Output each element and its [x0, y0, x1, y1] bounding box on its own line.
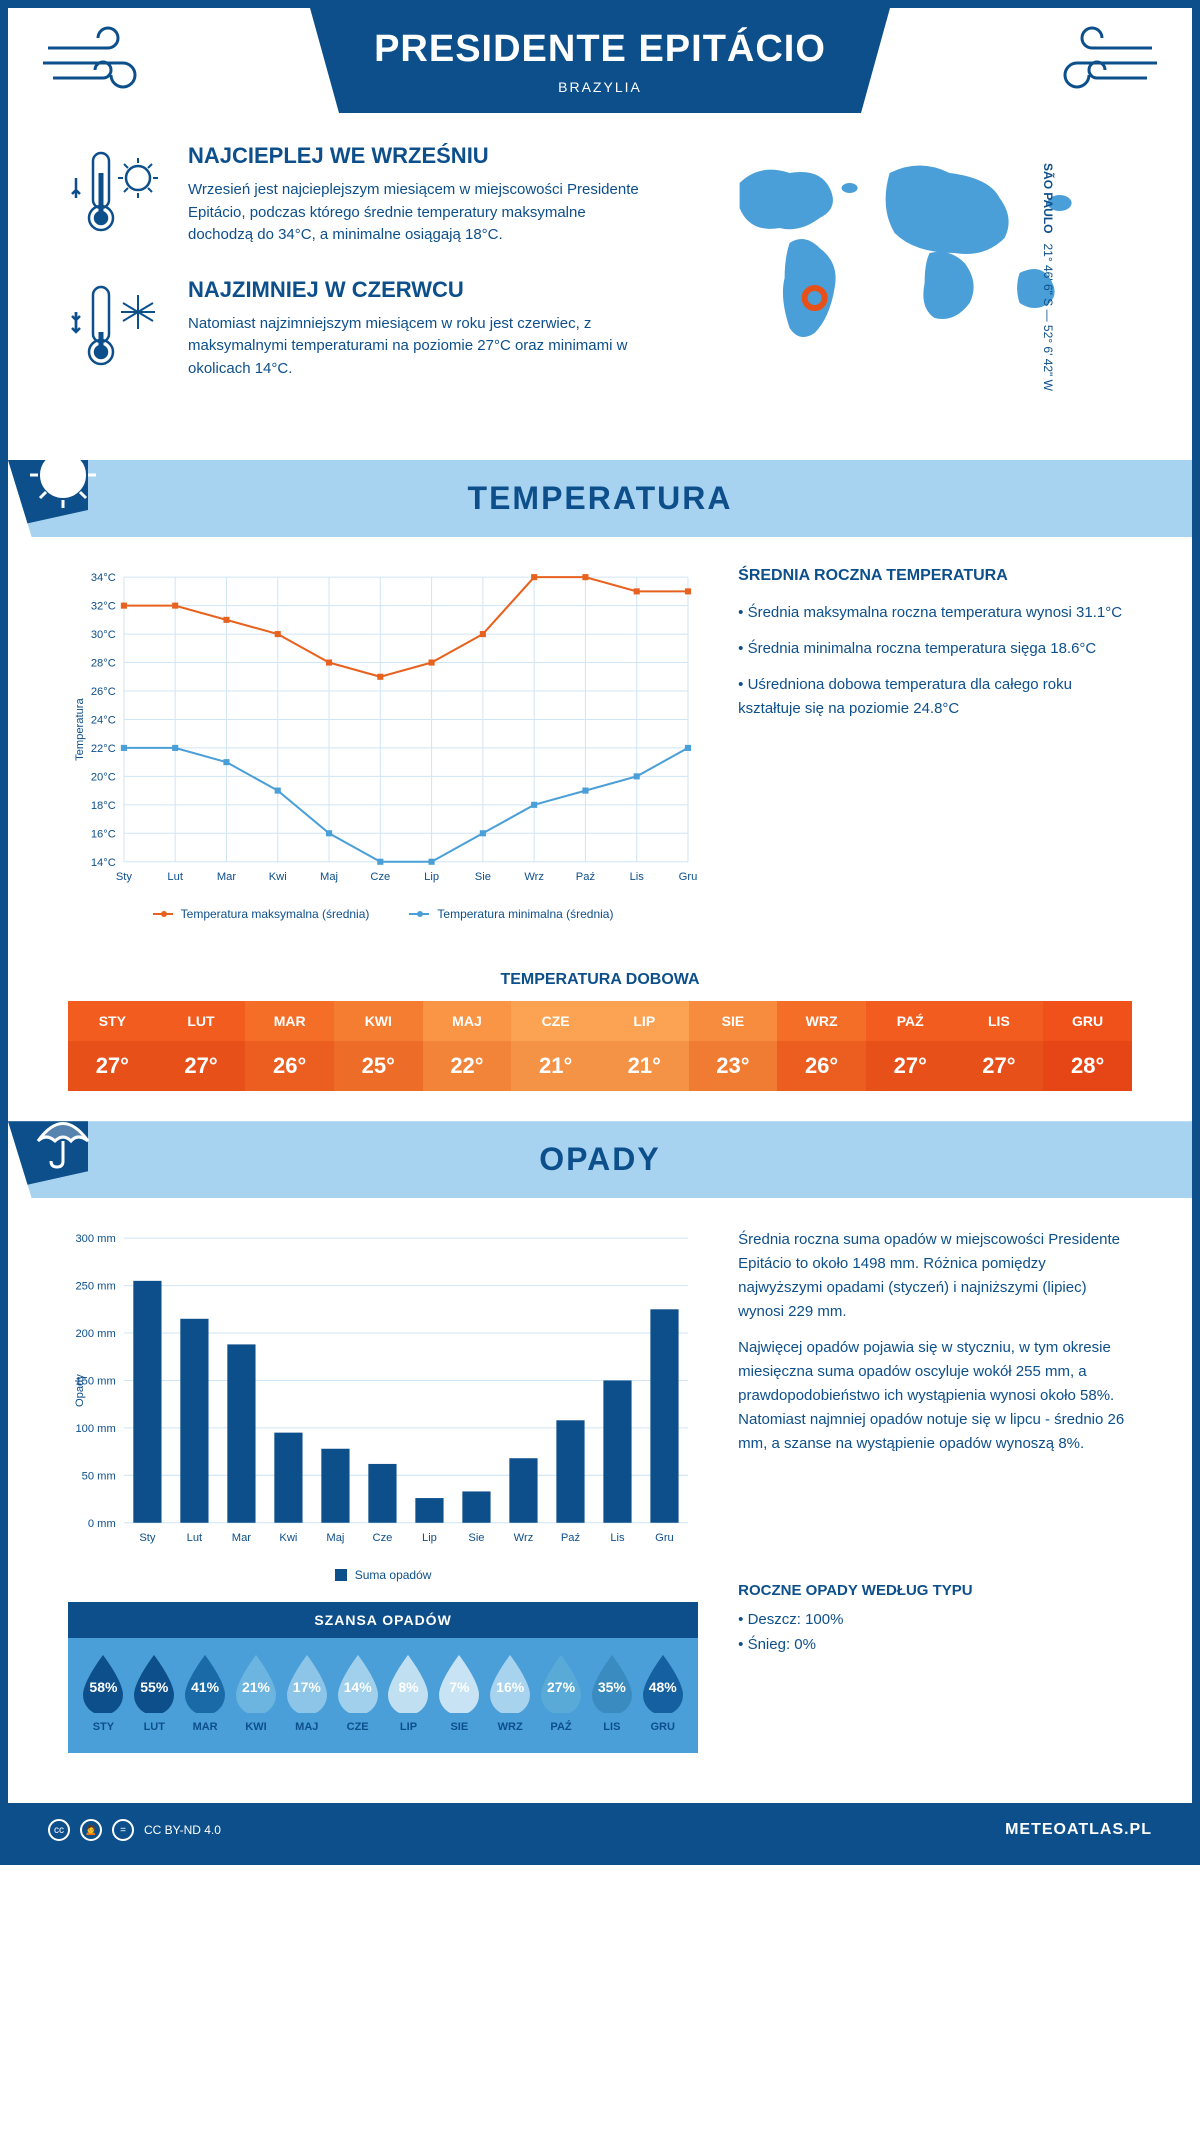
- rain-chance-drop: 48%GRU: [638, 1653, 688, 1733]
- avg-temp-b1: • Średnia maksymalna roczna temperatura …: [738, 601, 1132, 625]
- svg-text:300 mm: 300 mm: [75, 1233, 115, 1245]
- rain-text-2: Najwięcej opadów pojawia się w styczniu,…: [738, 1336, 1132, 1456]
- hottest-text: Wrzesień jest najcieplejszym miesiącem w…: [188, 179, 647, 247]
- page-header: PRESIDENTE EPITÁCIO BRAZYLIA: [310, 8, 890, 113]
- rain-chance-drop: 8%LIP: [383, 1653, 433, 1733]
- svg-text:32°C: 32°C: [91, 601, 116, 613]
- svg-text:Sie: Sie: [475, 871, 491, 883]
- svg-text:Sty: Sty: [139, 1532, 156, 1544]
- rain-chart: 0 mm50 mm100 mm150 mm200 mm250 mm300 mmS…: [68, 1228, 698, 1553]
- cc-icon: cc: [48, 1819, 70, 1841]
- svg-text:28°C: 28°C: [91, 658, 116, 670]
- svg-text:14°C: 14°C: [91, 857, 116, 869]
- svg-text:Mar: Mar: [232, 1532, 251, 1544]
- sun-icon: [28, 440, 98, 510]
- daily-temp-title: TEMPERATURA DOBOWA: [8, 971, 1192, 989]
- rain-chance-drop: 55%LUT: [129, 1653, 179, 1733]
- rain-legend: Suma opadów: [68, 1568, 698, 1582]
- svg-text:Lut: Lut: [167, 871, 183, 883]
- svg-text:Lip: Lip: [424, 871, 439, 883]
- country-subtitle: BRAZYLIA: [310, 79, 890, 95]
- svg-text:Cze: Cze: [370, 871, 390, 883]
- svg-text:100 mm: 100 mm: [75, 1423, 115, 1435]
- svg-text:Paź: Paź: [576, 871, 596, 883]
- svg-text:Sie: Sie: [468, 1532, 484, 1544]
- svg-text:Kwi: Kwi: [279, 1532, 297, 1544]
- svg-text:Maj: Maj: [320, 871, 338, 883]
- rain-chance-drop: 58%STY: [78, 1653, 128, 1733]
- rain-chance-drop: 7%SIE: [434, 1653, 484, 1733]
- world-map: [687, 143, 1132, 363]
- svg-text:Lip: Lip: [422, 1532, 437, 1544]
- rain-chance-drop: 21%KWI: [231, 1653, 281, 1733]
- svg-text:0 mm: 0 mm: [88, 1518, 116, 1530]
- svg-text:34°C: 34°C: [91, 572, 116, 584]
- rain-text-1: Średnia roczna suma opadów w miejscowośc…: [738, 1228, 1132, 1324]
- svg-text:Gru: Gru: [655, 1532, 674, 1544]
- svg-text:Cze: Cze: [373, 1532, 393, 1544]
- svg-text:Mar: Mar: [217, 871, 236, 883]
- svg-text:26°C: 26°C: [91, 686, 116, 698]
- coldest-block: NAJZIMNIEJ W CZERWCU Natomiast najzimnie…: [68, 277, 647, 381]
- svg-text:Lut: Lut: [187, 1532, 203, 1544]
- wind-icon-left: [38, 18, 178, 108]
- rain-types-title: ROCZNE OPADY WEDŁUG TYPU: [738, 1582, 1132, 1599]
- rain-chance-drop: 41%MAR: [180, 1653, 230, 1733]
- site-name: METEOATLAS.PL: [1005, 1821, 1152, 1839]
- svg-text:Temperatura: Temperatura: [74, 698, 86, 761]
- svg-text:Paź: Paź: [561, 1532, 581, 1544]
- svg-text:22°C: 22°C: [91, 743, 116, 755]
- svg-text:200 mm: 200 mm: [75, 1328, 115, 1340]
- thermometer-cold-icon: [68, 277, 168, 377]
- rain-chance-panel: SZANSA OPADÓW 58%STY55%LUT41%MAR21%KWI17…: [68, 1602, 698, 1753]
- rain-section-header: OPADY: [8, 1121, 1192, 1198]
- avg-temp-b2: • Średnia minimalna roczna temperatura s…: [738, 637, 1132, 661]
- svg-text:Maj: Maj: [326, 1532, 344, 1544]
- rain-type-snow: • Śnieg: 0%: [738, 1636, 1132, 1653]
- svg-text:18°C: 18°C: [91, 800, 116, 812]
- svg-text:Lis: Lis: [610, 1532, 625, 1544]
- svg-text:Sty: Sty: [116, 871, 133, 883]
- avg-temp-b3: • Uśredniona dobowa temperatura dla całe…: [738, 673, 1132, 721]
- rain-chance-drop: 27%PAŹ: [536, 1653, 586, 1733]
- nd-icon: =: [112, 1819, 134, 1841]
- temperature-chart: 14°C 16°C 18°C 20°C 22°C 24°C 26°C 28°C 30°C 32°C…: [68, 567, 698, 892]
- svg-text:16°C: 16°C: [91, 828, 116, 840]
- rain-chance-drop: 17%MAJ: [282, 1653, 332, 1733]
- svg-text:20°C: 20°C: [91, 771, 116, 783]
- svg-text:Wrz: Wrz: [514, 1532, 534, 1544]
- svg-text:30°C: 30°C: [91, 629, 116, 641]
- svg-text:250 mm: 250 mm: [75, 1281, 115, 1293]
- rain-chance-drop: 16%WRZ: [485, 1653, 535, 1733]
- location-title: PRESIDENTE EPITÁCIO: [310, 28, 890, 71]
- wind-icon-right: [1022, 18, 1162, 108]
- svg-text:50 mm: 50 mm: [82, 1471, 116, 1483]
- umbrella-icon: [28, 1101, 98, 1171]
- hottest-title: NAJCIEPLEJ WE WRZEŚNIU: [188, 143, 647, 169]
- page-footer: cc 🙍 = CC BY-ND 4.0 METEOATLAS.PL: [8, 1803, 1192, 1857]
- rain-chance-drop: 35%LIS: [587, 1653, 637, 1733]
- rain-type-rain: • Deszcz: 100%: [738, 1611, 1132, 1628]
- svg-text:Opady: Opady: [74, 1374, 86, 1407]
- hottest-block: NAJCIEPLEJ WE WRZEŚNIU Wrzesień jest naj…: [68, 143, 647, 247]
- license-text: CC BY-ND 4.0: [144, 1823, 221, 1837]
- coldest-title: NAJZIMNIEJ W CZERWCU: [188, 277, 647, 303]
- by-icon: 🙍: [80, 1819, 102, 1841]
- rain-chance-drop: 14%CZE: [333, 1653, 383, 1733]
- svg-text:24°C: 24°C: [91, 715, 116, 727]
- svg-text:Kwi: Kwi: [269, 871, 287, 883]
- daily-temp-table: STYLUTMARKWIMAJCZELIPSIEWRZPAŹLISGRU27°2…: [68, 1001, 1132, 1091]
- svg-text:Gru: Gru: [679, 871, 698, 883]
- temp-legend: Temperatura maksymalna (średnia) Tempera…: [68, 907, 698, 921]
- avg-temp-title: ŚREDNIA ROCZNA TEMPERATURA: [738, 567, 1132, 585]
- coordinates: SÃO PAULO 21° 46' 6" S — 52° 6' 42" W: [1041, 163, 1055, 391]
- svg-text:Wrz: Wrz: [524, 871, 544, 883]
- temperature-section-header: TEMPERATURA: [8, 460, 1192, 537]
- coldest-text: Natomiast najzimniejszym miesiącem w rok…: [188, 313, 647, 381]
- svg-text:Lis: Lis: [630, 871, 645, 883]
- thermometer-hot-icon: [68, 143, 168, 243]
